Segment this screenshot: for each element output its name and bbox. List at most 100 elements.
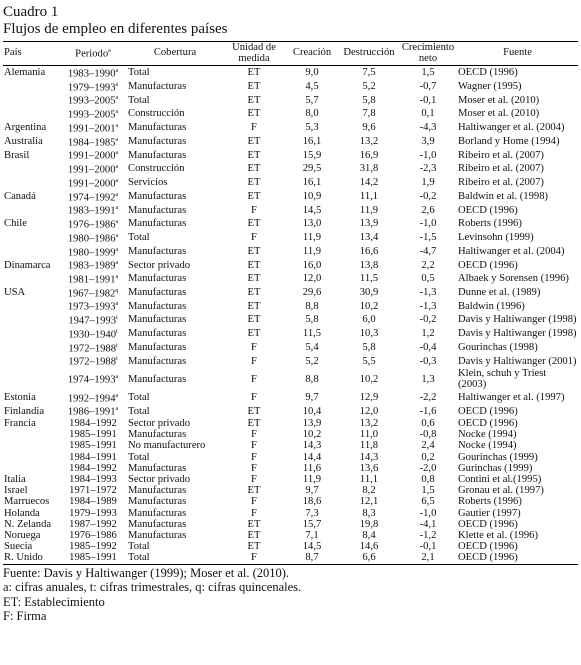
- country: [3, 203, 59, 217]
- period-note: t: [116, 342, 118, 349]
- period: 1974–1993: [67, 375, 116, 387]
- period-cell: 1991–2000a: [59, 176, 127, 190]
- country: N. Zelanda: [4, 518, 52, 530]
- period-cell: 1971–1972: [59, 485, 127, 496]
- period: 1981–1991: [67, 274, 116, 286]
- country: Francia: [4, 418, 36, 430]
- table-row: Canadá 1974–1992a Manufacturas ET 10,9 11,1 -0…: [3, 190, 578, 204]
- country: [3, 231, 59, 245]
- unit: ET: [247, 518, 261, 530]
- unit: ET: [247, 218, 261, 230]
- source: Baldwin (1996): [458, 300, 525, 312]
- table-row: Israel 1971–1972 Manufacturas ET 9,7 8,2 1,5 Gr…: [3, 485, 578, 496]
- coverage: Total: [128, 552, 150, 564]
- table-row: Alemania 1983–1990a Total ET 9,0 7,5 1,5 OECD (…: [3, 66, 578, 80]
- unit: ET: [247, 135, 261, 147]
- unit: ET: [247, 328, 261, 340]
- destruction: 8,3: [362, 507, 376, 519]
- period-cell: 1980–1986a: [59, 231, 127, 245]
- net-growth: -0,7: [419, 81, 437, 92]
- coverage: Sector privado: [128, 259, 191, 271]
- period: 1984–1989: [69, 496, 117, 508]
- table-row: 1993–2005a Construcción ET 8,0 7,8 0,1 Moser e…: [3, 107, 578, 121]
- table-row: Holanda 1979–1993 Manufacturas F 7,3 8,3 -1,0 G…: [3, 508, 578, 519]
- period: 1985–1991: [69, 440, 117, 452]
- coverage: No manufacturero: [128, 440, 206, 452]
- unit: ET: [247, 108, 261, 120]
- period-cell: 1974–1993a: [59, 368, 127, 390]
- header-text: Periodo: [75, 49, 109, 61]
- creation: 15,9: [302, 149, 322, 161]
- net-growth: -4,1: [419, 518, 437, 530]
- creation: 15,7: [302, 518, 322, 530]
- source: Davis y Haltiwanger (1998): [458, 314, 577, 326]
- source: Gurinchas (1999): [458, 462, 533, 474]
- source: Dunne et al. (1989): [458, 287, 541, 299]
- unit: F: [251, 232, 257, 244]
- source: Klette et al. (1996): [458, 530, 539, 542]
- table-row: 1991–2000a Construcción ET 29,5 31,8 -2,3 Ribe…: [3, 162, 578, 176]
- net-growth: 6,5: [421, 496, 435, 508]
- table-row: Francia 1984–1992 Sector privado ET 13,9 13,2…: [3, 418, 578, 429]
- period-cell: 1985–1991: [59, 440, 127, 451]
- period: 1972–1988: [68, 343, 116, 355]
- coverage: Servicios: [128, 177, 168, 189]
- period: 1984–1992: [69, 418, 117, 430]
- table-row: Noruega 1976–1986 Manufacturas ET 7,1 8,4 -1,2…: [3, 530, 578, 541]
- country: Marruecos: [4, 496, 50, 508]
- period-cell: 1984–1993: [59, 474, 127, 485]
- country: [3, 452, 59, 463]
- source: OECD (1996): [458, 204, 518, 216]
- period-note: a: [115, 205, 119, 212]
- period-note: a: [115, 406, 119, 413]
- period-cell: 1986–1991a: [59, 404, 127, 418]
- unit: ET: [247, 163, 261, 175]
- coverage: Sector privado: [128, 418, 191, 430]
- table-row: 1985–1991 No manufacturero F 14,3 11,8 2,4 Noc…: [3, 440, 578, 451]
- source: Roberts (1996): [458, 218, 522, 230]
- source: Davis y Haltiwanger (2001): [458, 355, 577, 367]
- net-growth: 2,2: [421, 259, 435, 271]
- coverage: Manufacturas: [128, 518, 187, 530]
- creation: 9,7: [305, 485, 319, 497]
- unit: F: [251, 507, 257, 519]
- table-row: N. Zelanda 1987–1992 Manufacturas ET 15,7 19,…: [3, 519, 578, 530]
- net-growth: -1,3: [419, 300, 437, 312]
- destruction: 13,2: [359, 418, 379, 430]
- destruction: 9,6: [362, 122, 376, 134]
- net-growth: 0,6: [421, 418, 435, 430]
- creation: 5,3: [305, 122, 319, 134]
- coverage: Total: [128, 405, 150, 417]
- source: Nocke (1994): [458, 429, 517, 441]
- creation: 16,1: [302, 177, 322, 189]
- unit: ET: [247, 485, 261, 497]
- period-note: a: [115, 150, 119, 157]
- source: Nocke (1994): [458, 440, 517, 452]
- period: 1971–1972: [69, 485, 117, 497]
- net-growth: 1,2: [421, 328, 435, 340]
- creation: 14,4: [302, 451, 322, 463]
- country: Alemania: [4, 67, 46, 79]
- source: OECD (1996): [458, 405, 518, 417]
- coverage: Manufacturas: [128, 287, 187, 299]
- country: Israel: [4, 485, 28, 497]
- creation: 5,8: [305, 314, 319, 326]
- destruction: 19,8: [359, 518, 379, 530]
- source: Haltiwanger et al. (1997): [458, 391, 565, 403]
- coverage: Manufacturas: [128, 496, 187, 508]
- period: 1985–1991: [69, 552, 117, 564]
- destruction: 13,4: [359, 232, 379, 244]
- source: Moser et al. (2010): [458, 108, 540, 120]
- country: [3, 245, 59, 259]
- creation: 11,5: [302, 328, 322, 340]
- country: [3, 93, 59, 107]
- period: 1979–1993: [67, 82, 116, 94]
- unit: ET: [247, 245, 261, 257]
- coverage: Manufacturas: [128, 373, 187, 385]
- header-text: Cobertura: [153, 47, 197, 59]
- period-note: a: [115, 191, 119, 198]
- coverage: Construcción: [128, 108, 185, 120]
- coverage: Total: [128, 451, 150, 463]
- net-growth: -2,0: [419, 462, 437, 474]
- country: Brasil: [4, 149, 30, 161]
